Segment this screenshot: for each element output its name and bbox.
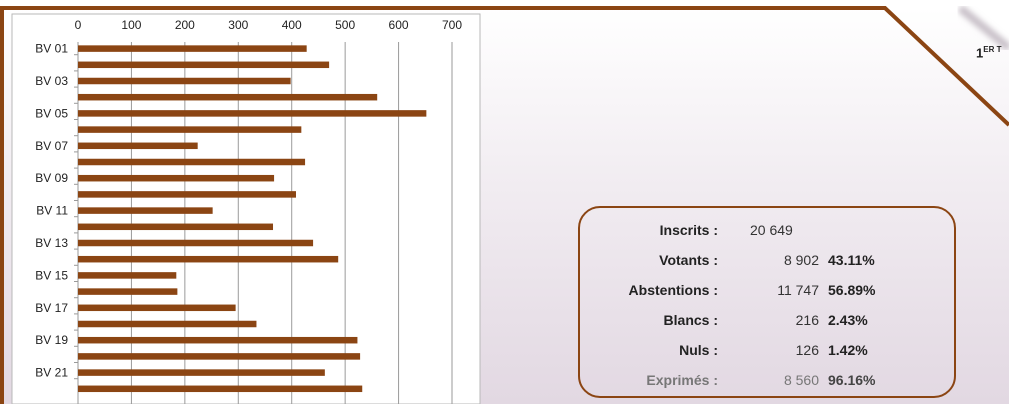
bar-bv-11 — [78, 207, 213, 214]
bar-bv-13 — [78, 239, 314, 247]
summary-row: Abstentions : 11 747 56.89% — [580, 278, 954, 302]
bar-bv-16 — [78, 288, 178, 295]
bar-bv-07 — [78, 142, 198, 150]
bar-bv-21 — [78, 369, 325, 376]
bar-chart: 0 100 200 300 400 500 600 700 BV 01 BV 03 BV 05 BV … — [35, 18, 462, 404]
summary-row: Exprimés : 8 560 96.16% — [580, 368, 954, 392]
bar-bv-03 — [78, 77, 291, 85]
x-tick-label: 600 — [389, 18, 409, 32]
summary-value: 8 560 — [783, 372, 819, 388]
bar-bv-22 — [78, 385, 363, 393]
y-tick-label: BV 13 — [35, 236, 68, 250]
x-tick-label: 200 — [175, 18, 195, 32]
bar-bv-05 — [78, 110, 427, 117]
results-summary-box: Inscrits : 20 649 Votants : 8 902 43.11% Abst… — [578, 206, 956, 398]
summary-label: Exprimés : — [646, 372, 718, 388]
bar-bv-09 — [78, 174, 275, 182]
summary-label: Inscrits : — [659, 222, 718, 238]
bar-bv-12 — [78, 223, 274, 231]
bar-bv-02 — [78, 61, 330, 69]
summary-label: Blancs : — [663, 312, 718, 328]
summary-label: Abstentions : — [628, 282, 718, 298]
x-tick-label: 0 — [75, 18, 82, 32]
summary-percent: 43.11% — [828, 252, 875, 268]
summary-row: Blancs : 216 2.43% — [580, 308, 954, 332]
summary-value: 20 649 — [750, 222, 793, 238]
summary-row: Votants : 8 902 43.11% — [580, 248, 954, 272]
summary-value: 126 — [795, 342, 819, 358]
summary-percent: 2.43% — [828, 312, 868, 328]
panel-frame — [0, 6, 1009, 404]
summary-label: Votants : — [659, 252, 718, 268]
bar-bv-06 — [78, 126, 302, 133]
x-tick-label: 100 — [121, 18, 141, 32]
x-tick-label: 400 — [282, 18, 302, 32]
x-tick-label: 300 — [228, 18, 248, 32]
summary-value: 216 — [795, 312, 819, 328]
y-tick-label: BV 05 — [35, 106, 68, 120]
bar-bv-14 — [78, 255, 339, 263]
bar-bv-19 — [78, 336, 358, 344]
x-tick-label: 700 — [442, 18, 462, 32]
bar-bv-08 — [78, 158, 306, 166]
summary-value: 8 902 — [783, 252, 819, 268]
bar-bv-04 — [78, 93, 378, 101]
x-tick-label: 500 — [335, 18, 355, 32]
bar-bv-15 — [78, 272, 177, 279]
y-tick-label: BV 21 — [35, 366, 68, 380]
summary-label: Nuls : — [679, 342, 718, 358]
corner-title-main: 1 — [976, 45, 984, 61]
corner-title: 1ER T — [976, 45, 1001, 60]
bar-bv-01 — [78, 45, 307, 52]
bar-bv-17 — [78, 304, 236, 312]
y-tick-label: BV 15 — [35, 268, 68, 282]
summary-percent: 96.16% — [828, 372, 876, 388]
corner-title-sup: ER T — [983, 45, 1002, 54]
summary-percent: 1.42% — [828, 342, 868, 358]
bar-bv-10 — [78, 191, 296, 198]
bar-bv-18 — [78, 320, 257, 328]
y-tick-label: BV 17 — [35, 301, 68, 315]
y-tick-label: BV 11 — [36, 204, 68, 218]
summary-percent: 56.89% — [828, 282, 876, 298]
summary-row: Inscrits : 20 649 — [580, 218, 954, 242]
y-tick-label: BV 07 — [35, 139, 68, 153]
bar-bv-20 — [78, 353, 361, 360]
y-tick-label: BV 01 — [35, 42, 68, 56]
y-tick-label: BV 03 — [35, 74, 68, 88]
panel-fold-shadow — [957, 4, 1009, 52]
y-tick-label: BV 19 — [35, 333, 68, 347]
summary-value: 11 747 — [777, 282, 819, 298]
summary-row: Nuls : 126 1.42% — [580, 338, 954, 362]
y-tick-label: BV 09 — [35, 171, 68, 185]
